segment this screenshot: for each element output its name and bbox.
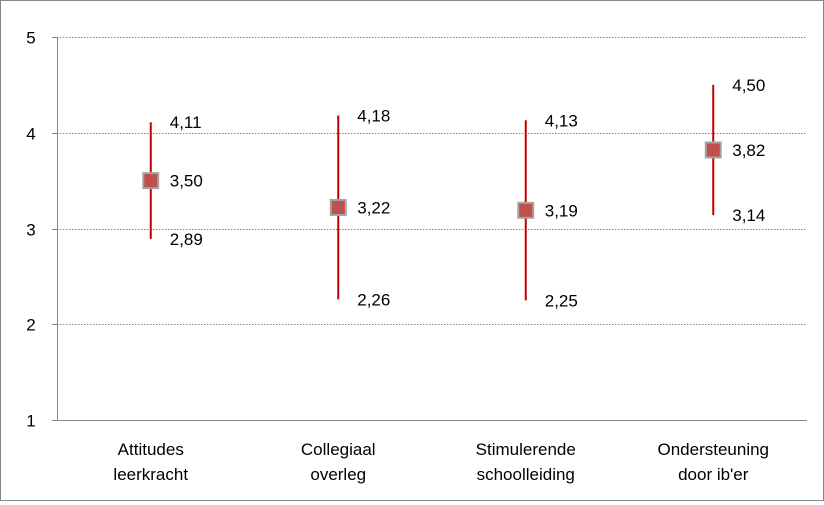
high-value-label: 4,18 xyxy=(357,107,390,126)
x-category-label: Collegiaal xyxy=(301,440,376,459)
x-category-label: overleg xyxy=(310,465,366,484)
mean-marker xyxy=(517,201,535,219)
x-category-label: Stimulerende xyxy=(476,440,576,459)
x-category-label: Ondersteuning xyxy=(657,440,769,459)
high-value-label: 4,11 xyxy=(170,113,202,132)
high-value-label: 4,50 xyxy=(732,76,765,95)
x-category-label: Attitudes xyxy=(118,440,184,459)
mean-marker xyxy=(142,172,160,190)
mean-value-label: 3,50 xyxy=(170,172,203,191)
gridlines xyxy=(57,37,807,325)
y-tick-labels: 1 2 3 4 5 xyxy=(26,29,35,431)
mean-value-label: 3,22 xyxy=(357,198,390,217)
data-series: 4,11 3,50 2,89 4,18 3,22 2,26 4,13 3,19 2,25 4,50… xyxy=(142,76,765,310)
y-tick-label: 1 xyxy=(26,412,35,431)
mean-marker xyxy=(704,141,722,159)
axes xyxy=(52,37,807,421)
y-tick-label: 3 xyxy=(26,221,35,240)
y-tick-label: 5 xyxy=(26,29,35,48)
x-category-label: schoolleiding xyxy=(477,465,575,484)
low-value-label: 2,26 xyxy=(357,290,390,309)
mean-marker xyxy=(329,198,347,216)
x-category-label: door ib'er xyxy=(678,465,749,484)
high-value-label: 4,13 xyxy=(545,111,578,130)
x-category-labels: Attitudes leerkracht Collegiaal overleg Stim… xyxy=(113,440,769,484)
low-value-label: 3,14 xyxy=(732,206,765,225)
mean-value-label: 3,19 xyxy=(545,201,578,220)
x-category-label: leerkracht xyxy=(113,465,188,484)
y-tick-label: 2 xyxy=(26,316,35,335)
mean-value-label: 3,82 xyxy=(732,141,765,160)
y-tick-label: 4 xyxy=(26,125,35,144)
low-value-label: 2,89 xyxy=(170,230,203,249)
low-value-label: 2,25 xyxy=(545,291,578,310)
